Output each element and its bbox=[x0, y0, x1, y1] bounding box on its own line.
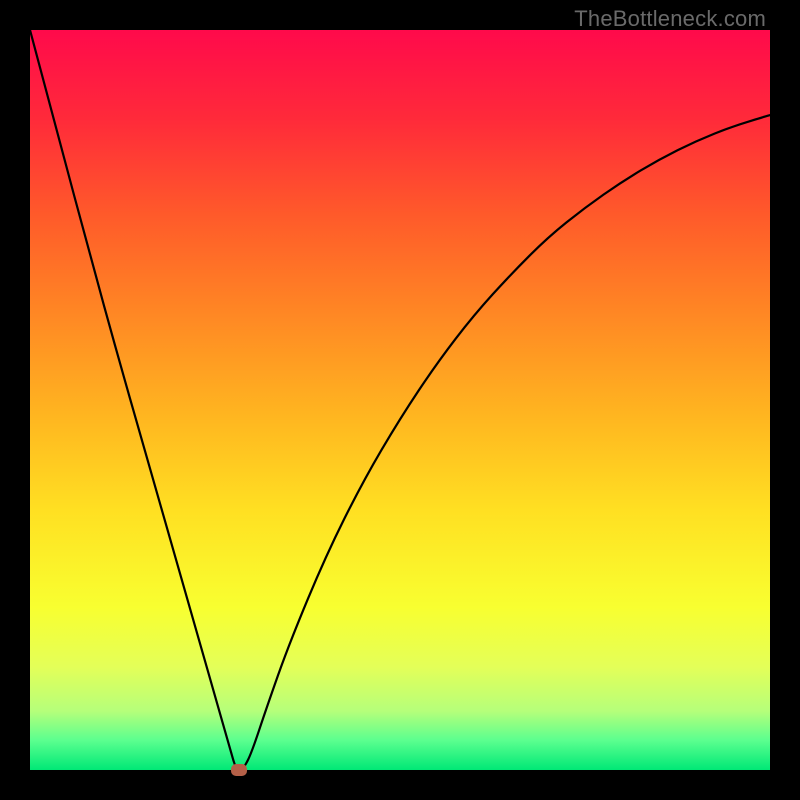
plot-area bbox=[30, 30, 770, 770]
curve-layer bbox=[30, 30, 770, 770]
chart-frame: TheBottleneck.com bbox=[0, 0, 800, 800]
watermark-text: TheBottleneck.com bbox=[574, 6, 766, 32]
bottleneck-curve bbox=[30, 30, 770, 770]
minimum-marker bbox=[231, 764, 247, 776]
